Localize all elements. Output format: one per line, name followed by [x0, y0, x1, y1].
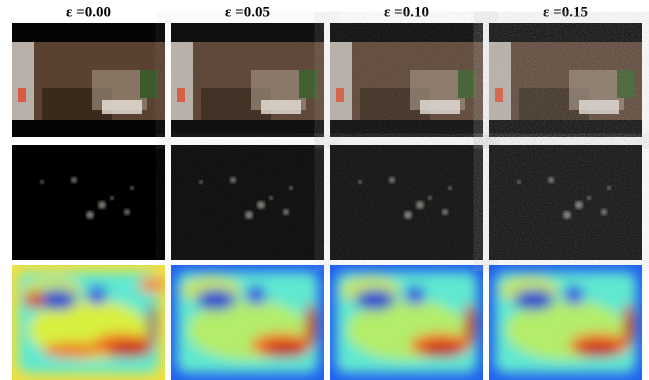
- heat-red: [24, 292, 44, 308]
- heatmap: [171, 265, 324, 380]
- input-image: [330, 23, 483, 137]
- heat-blobs: [177, 272, 318, 373]
- input-image: [489, 23, 642, 137]
- perturbation-image: [330, 145, 483, 260]
- noise: [489, 23, 642, 137]
- heat-blue: [514, 290, 554, 310]
- scene-sign: [18, 88, 26, 102]
- highlight: [40, 180, 44, 184]
- heat-red: [108, 343, 152, 357]
- figure: ε =0.00 ε =0.05 ε =0.10 ε =0.15: [0, 0, 649, 380]
- column-title: ε =0.00: [66, 4, 111, 20]
- noise: [171, 145, 324, 260]
- heat-red: [146, 303, 158, 347]
- perturbation-image: [12, 145, 165, 260]
- heatmap: [489, 265, 642, 380]
- scene-light: [102, 100, 142, 114]
- heat-blue: [564, 285, 584, 305]
- input-image: [171, 23, 324, 137]
- heatmap: [330, 265, 483, 380]
- heat-blue: [196, 290, 236, 310]
- heat-blobs: [336, 272, 477, 373]
- heat-red: [305, 303, 317, 347]
- heat-blue: [246, 285, 266, 305]
- noise: [330, 145, 483, 260]
- highlight: [71, 177, 77, 183]
- heat-blobs: [495, 272, 636, 373]
- heat-red: [264, 343, 308, 357]
- noise: [489, 145, 642, 260]
- heat-blobs: [18, 272, 166, 373]
- column-title: ε =0.05: [225, 4, 270, 20]
- highlight: [124, 209, 130, 215]
- highlight: [130, 186, 134, 190]
- heat-red: [623, 303, 635, 347]
- background: [12, 145, 165, 260]
- highlight: [110, 196, 114, 200]
- heat-red: [576, 343, 620, 357]
- highlight: [98, 201, 106, 209]
- scene-wall: [12, 42, 34, 120]
- heat-orange: [42, 342, 102, 358]
- heatmap: [12, 265, 166, 380]
- noise: [330, 23, 483, 137]
- heat-orange: [138, 277, 166, 293]
- heat-red: [420, 343, 464, 357]
- column-title: ε =0.15: [543, 4, 588, 20]
- heat-blue: [355, 290, 395, 310]
- input-image: [12, 23, 165, 137]
- column-title: ε =0.10: [384, 4, 429, 20]
- perturbation-image: [489, 145, 642, 260]
- highlight: [86, 211, 94, 219]
- heat-red: [464, 303, 476, 347]
- perturbation-image: [171, 145, 324, 260]
- scene-plant: [140, 70, 158, 98]
- heat-blue: [405, 285, 425, 305]
- noise: [171, 23, 324, 137]
- heat-blue: [87, 285, 107, 305]
